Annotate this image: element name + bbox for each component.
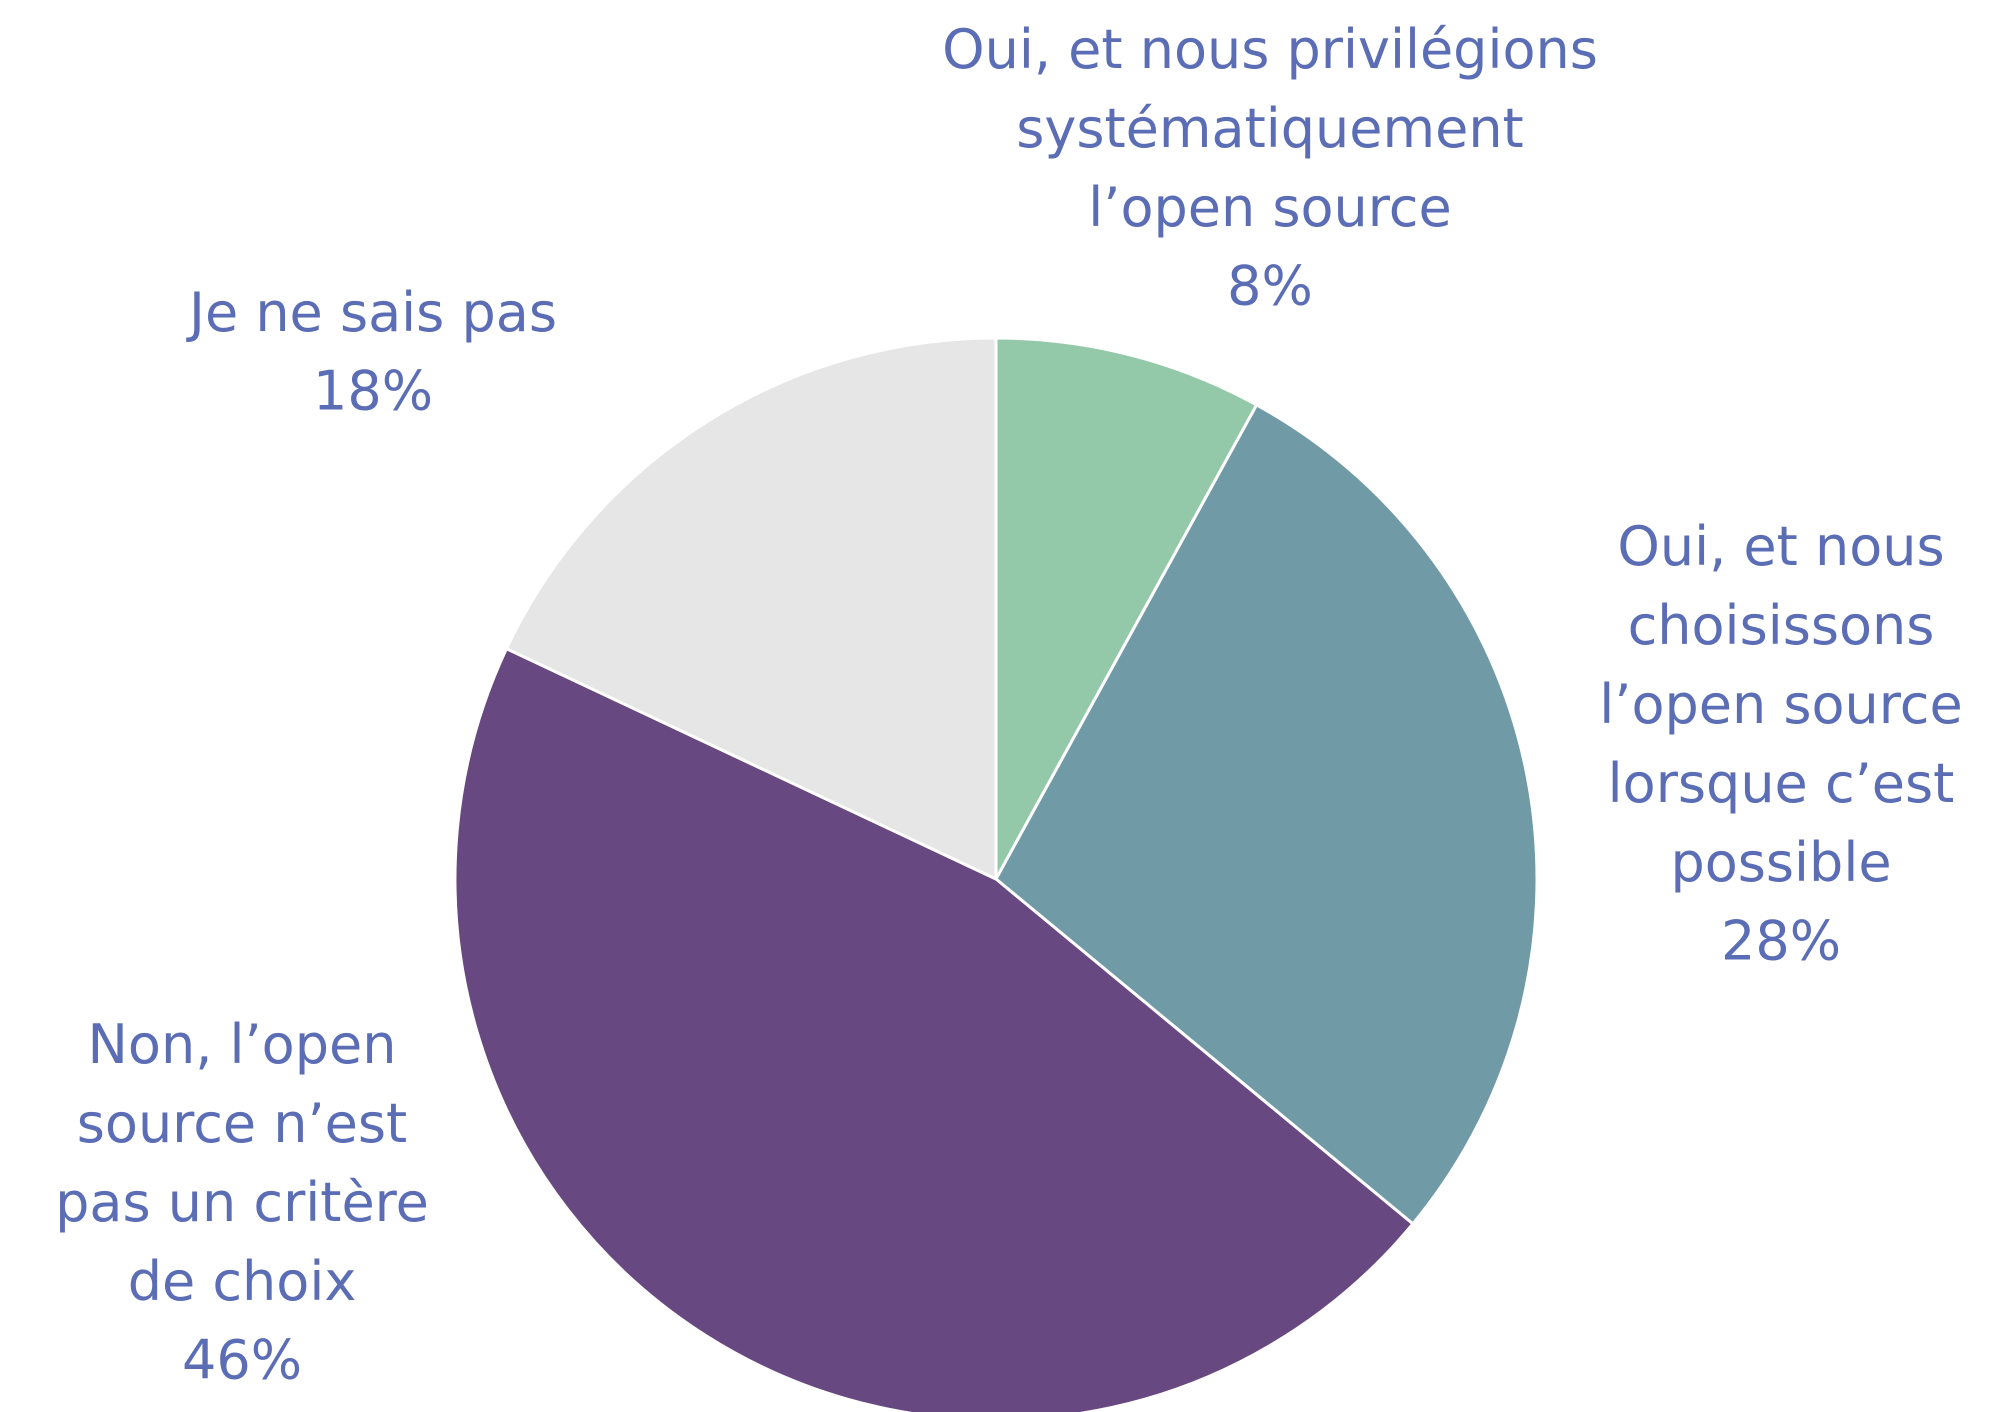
slice-label: Non, l’open source n’est pas un critère de … [55, 1013, 429, 1313]
pie-slice [453, 646, 1415, 1412]
label-line: systématiquement [1016, 97, 1523, 160]
label-line: l’open source [1088, 176, 1451, 239]
pie-slice [994, 336, 1259, 880]
label-line: source n’est [77, 1092, 407, 1155]
label-line: Oui, et nous [1617, 515, 1944, 578]
label-line: pas un critère [55, 1171, 429, 1234]
value-label: 18% [313, 360, 433, 423]
label-line: de choix [128, 1250, 357, 1313]
label-line: l’open source [1599, 673, 1962, 736]
value-label: 28% [1721, 910, 1841, 973]
pie-slice [994, 402, 1539, 1226]
label-line: lorsque c’est [1608, 752, 1955, 815]
pie-slice [504, 336, 998, 882]
label-line: Je ne sais pas [186, 281, 557, 344]
label-line: choisissons [1628, 594, 1935, 657]
value-label: 8% [1227, 255, 1313, 318]
slice-label: Je ne sais pas [186, 281, 557, 344]
label-line: possible [1670, 831, 1891, 894]
slice-label: Oui, et nous privilégions systématiquemen… [942, 18, 1598, 239]
value-label: 46% [182, 1329, 302, 1392]
label-line: Oui, et nous privilégions [942, 18, 1598, 81]
slice-label: Oui, et nous choisissons l’open source lors… [1599, 515, 1962, 894]
label-line: Non, l’open [88, 1013, 397, 1076]
